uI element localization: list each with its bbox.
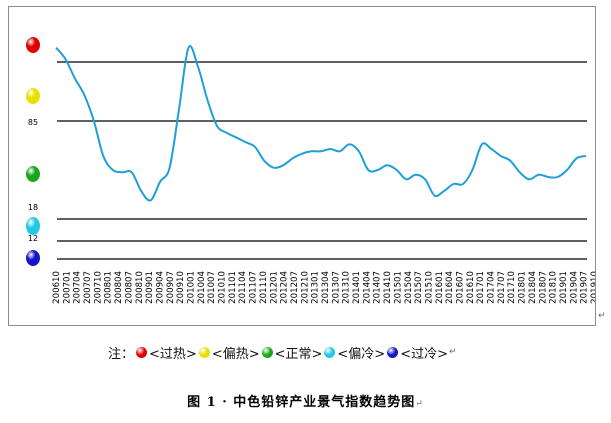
x-tick-label: 201010	[218, 271, 228, 304]
x-tick-label: 201204	[280, 271, 290, 304]
x-tick-label: 201210	[300, 271, 310, 304]
x-tick-label: 201904	[569, 271, 579, 304]
x-tick-label: 200807	[124, 271, 134, 304]
x-tick-label: 201701	[476, 271, 486, 304]
paragraph-mark: ↵	[415, 399, 424, 409]
x-tick-label: 200707	[83, 271, 93, 304]
x-tick-label: 201607	[456, 271, 466, 304]
x-tick-label: 201510	[425, 271, 435, 304]
x-tick-label: 201207	[290, 271, 300, 304]
x-tick-label: 201201	[269, 271, 279, 304]
x-tick-label: 201110	[259, 271, 269, 304]
x-tick-label: 201307	[331, 271, 341, 304]
yellow-dot-icon	[198, 346, 210, 358]
x-tick-label: 201101	[228, 271, 238, 304]
x-tick-label: 200710	[93, 271, 103, 304]
chart-frame: 85 18 12 200610 200701 200704 200707 200710 2008…	[8, 6, 596, 326]
x-tick-label: 201610	[466, 271, 476, 304]
x-tick-label: 201907	[580, 271, 590, 304]
red-dot-icon	[136, 346, 148, 358]
x-tick-label: 201804	[528, 271, 538, 304]
slightly-cold-dot-icon	[26, 217, 40, 235]
legend-item-over-cold: <过冷>	[385, 343, 448, 362]
x-tick-label: 201910	[590, 271, 595, 304]
x-tick-label: 201001	[187, 271, 197, 304]
x-tick-label: 201704	[487, 271, 497, 304]
slightly-hot-dot-icon	[26, 88, 40, 104]
paragraph-mark: ↵	[598, 311, 606, 321]
x-tick-label: 201707	[497, 271, 507, 304]
x-tick-label: 201710	[507, 271, 517, 304]
x-tick-label: 200804	[114, 271, 124, 304]
x-tick-label: 200910	[176, 271, 186, 304]
index-series-line	[55, 45, 587, 202]
figure-caption: 图 1 · 中色铅锌产业景气指数趋势图↵	[0, 391, 611, 410]
x-tick-label: 201504	[404, 271, 414, 304]
over-hot-dot-icon	[26, 37, 40, 53]
x-tick-label: 201501	[393, 271, 403, 304]
blue-dot-icon	[387, 346, 399, 358]
x-tick-label: 201310	[342, 271, 352, 304]
x-tick-label: 201601	[435, 271, 445, 304]
cyan-dot-icon	[324, 346, 336, 358]
x-tick-label: 200701	[62, 271, 72, 304]
x-tick-label: 201410	[383, 271, 393, 304]
caption-text: 图 1 · 中色铅锌产业景气指数趋势图	[187, 395, 416, 410]
legend-label: <过热>	[149, 346, 197, 362]
legend-item-normal: <正常>	[260, 343, 323, 362]
x-tick-label: 200907	[166, 271, 176, 304]
x-tick-label: 200901	[145, 271, 155, 304]
x-tick-label: 201801	[518, 271, 528, 304]
x-tick-label: 201007	[207, 271, 217, 304]
normal-dot-icon	[26, 166, 40, 182]
x-tick-label: 200904	[156, 271, 166, 304]
x-tick-label: 201604	[445, 271, 455, 304]
x-tick-label: 200704	[73, 271, 83, 304]
legend-label: <偏热>	[211, 346, 260, 362]
x-tick-label: 201810	[549, 271, 559, 304]
x-tick-label: 201304	[321, 271, 331, 304]
x-tick-label: 201507	[414, 271, 424, 304]
paragraph-mark: ↵	[449, 347, 457, 357]
legend: 注： <过热> <偏热> <正常> <偏冷> <过冷> ↵	[108, 343, 457, 362]
legend-label: <偏冷>	[337, 346, 386, 362]
x-tick-label: 201901	[559, 271, 569, 304]
x-tick-label: 201407	[373, 271, 383, 304]
x-tick-label: 201807	[538, 271, 548, 304]
x-tick-label: 201104	[238, 271, 248, 304]
threshold-label: 85	[28, 118, 38, 127]
legend-item-slightly-hot: <偏热>	[197, 343, 260, 362]
legend-label: <过冷>	[400, 346, 448, 362]
x-tick-label: 200810	[135, 271, 145, 304]
x-tick-label: 200610	[52, 271, 62, 304]
legend-prefix: 注：	[108, 346, 135, 362]
legend-item-slightly-cold: <偏冷>	[322, 343, 385, 362]
threshold-label: 12	[28, 234, 38, 243]
x-tick-label: 201107	[249, 271, 259, 304]
x-tick-label: 200801	[104, 271, 114, 304]
x-tick-label: 201301	[311, 271, 321, 304]
over-cold-dot-icon	[26, 250, 40, 266]
legend-label: <正常>	[274, 346, 323, 362]
x-tick-label: 201404	[362, 271, 372, 304]
x-tick-label: 201004	[197, 271, 207, 304]
threshold-label: 18	[28, 203, 38, 212]
legend-item-over-hot: <过热>	[134, 343, 197, 362]
green-dot-icon	[261, 346, 273, 358]
x-tick-label: 201401	[352, 271, 362, 304]
